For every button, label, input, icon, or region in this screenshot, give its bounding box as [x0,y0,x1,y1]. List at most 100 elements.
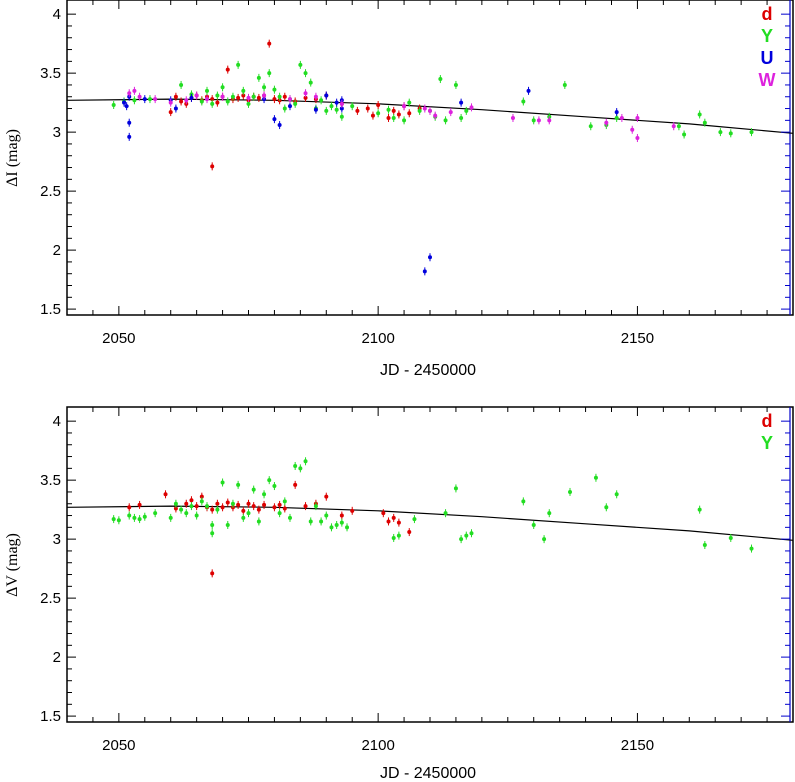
data-point [443,118,448,123]
data-point [433,113,438,118]
data-point [173,506,178,511]
data-point [272,87,277,92]
data-point [469,105,474,110]
legend-bottom: dY [761,411,773,453]
data-point [256,95,261,100]
data-point [256,75,261,80]
data-point [147,97,152,102]
data-point [453,82,458,87]
data-point [531,522,536,527]
data-point [396,520,401,525]
data-point [277,511,282,516]
data-point [718,130,723,135]
data-point [262,93,267,98]
data-point [241,515,246,520]
data-point [122,100,127,105]
data-point [339,520,344,525]
data-point [438,77,443,82]
data-point [459,115,464,120]
data-point [236,95,241,100]
data-point [313,94,318,99]
data-point [345,525,350,530]
data-point [635,136,640,141]
data-point [184,501,189,506]
data-point [236,62,241,67]
data-point [303,91,308,96]
x-tick-label: 2100 [361,737,394,754]
data-point [246,95,251,100]
data-point [267,478,272,483]
y-tick-label: 3.5 [40,65,61,82]
data-point [262,502,267,507]
legend-entry: Y [761,26,773,46]
data-point [391,115,396,120]
data-point [168,100,173,105]
fit-curve-top [66,98,794,134]
data-point [370,113,375,118]
data-point [614,110,619,115]
data-point [282,506,287,511]
data-point [256,507,261,512]
data-point [407,530,412,535]
data-point [225,67,230,72]
y-tick-label: 4 [53,6,61,23]
data-point [547,118,552,123]
data-point [277,502,282,507]
data-point [236,482,241,487]
data-point [246,501,251,506]
data-point [199,99,204,104]
data-point [210,531,215,536]
data-point [205,504,210,509]
data-point [153,511,158,516]
data-point [531,118,536,123]
legend-entry: d [762,411,773,431]
data-point [132,88,137,93]
data-point [334,107,339,112]
x-axis-label-top: JD - 2450000 [380,362,476,379]
data-point [272,484,277,489]
data-point [339,106,344,111]
fit-line [66,98,794,134]
data-point [604,505,609,510]
data-point [251,94,256,99]
data-point [246,101,251,106]
data-point [246,511,251,516]
data-point [210,507,215,512]
data-point [184,98,189,103]
data-point [215,507,220,512]
data-point [402,118,407,123]
data-point [132,98,137,103]
data-point [173,106,178,111]
data-point [163,492,168,497]
y-tick-label: 2.5 [40,590,61,607]
data-point [215,100,220,105]
data-point [282,94,287,99]
data-point [339,513,344,518]
y-tick-label: 1.5 [40,301,61,318]
data-point [199,499,204,504]
data-point [173,501,178,506]
data-point [179,82,184,87]
data-point [376,103,381,107]
data-point [132,515,137,520]
data-point [272,97,277,102]
plot-frame-top [66,0,794,316]
data-point [241,88,246,93]
data-point [230,501,235,506]
data-point [220,480,225,485]
y-axis-label-top: ΔI (mag) [4,129,21,187]
data-point [272,505,277,510]
panel-top: 2050 2100 2150 1.5 2 2.5 3 3.5 4 JD - 2450000 ΔI… [4,0,794,379]
data-point [339,114,344,119]
data-point [396,533,401,538]
data-point [428,108,432,113]
data-point [682,132,687,137]
data-point [111,517,116,522]
data-point [676,124,681,129]
data-point [464,533,469,538]
x-tick-label: 2050 [102,330,135,347]
data-point [526,88,531,93]
panel-bottom: 2050 2100 2150 1.5 2 2.5 3 3.5 4 JD - 2450000 ΔV… [4,406,794,782]
